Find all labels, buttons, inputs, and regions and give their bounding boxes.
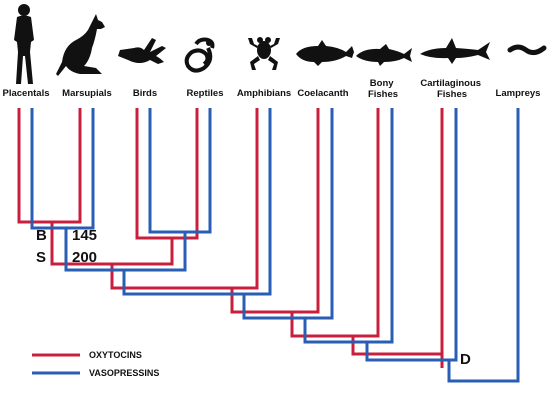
coelacanth-silhouette-icon (296, 40, 354, 66)
taxon-label-bony-fishes: Bony Fishes (368, 78, 398, 100)
oxytocin-branch-bony-fishes (290, 108, 380, 338)
vasopressin-lineage (30, 108, 520, 383)
taxon-label-cartilaginous-fishes: Cartilaginous Fishes (420, 78, 483, 100)
shark-silhouette-icon (420, 38, 490, 64)
node-label-d-background (458, 348, 474, 366)
taxon-label-lampreys: Lampreys (496, 88, 541, 99)
taxon-label-birds: Birds (133, 88, 157, 99)
vasopressin-branch-tetrapods (122, 108, 272, 296)
oxytocin-branch-coelacanth (230, 108, 320, 314)
frog-silhouette-icon (248, 37, 280, 70)
snake-silhouette-icon (184, 37, 215, 73)
fish-silhouette-icon (356, 44, 412, 66)
node-label-d-letter: D (460, 351, 471, 368)
oxytocin-branch-placentals-marsupials (17, 108, 82, 224)
vasopressin-branch-coelacanth (242, 108, 334, 320)
legend-label-vasopressins: VASOPRESSINS (89, 368, 159, 378)
human-silhouette-icon (14, 4, 34, 84)
taxon-label-placentals: Placentals (3, 88, 50, 99)
taxon-label-marsupials: Marsupials (62, 88, 112, 99)
node-label-b-value: 145 (72, 227, 97, 244)
vasopressin-branch-cartilaginous-fishes (365, 108, 458, 362)
oxytocin-lineage (17, 108, 444, 368)
bird-silhouette-icon (118, 38, 166, 64)
vasopressin-branch-bony-fishes (303, 108, 394, 344)
oxytocin-branch-cartilaginous-fishes (351, 108, 444, 356)
taxon-label-amphibians: Amphibians (237, 88, 291, 99)
oxytocin-branch-birds-reptiles (135, 108, 199, 240)
legend-label-oxytocins: OXYTOCINS (89, 350, 142, 360)
lamprey-silhouette-icon (507, 44, 547, 56)
legend: OXYTOCINS VASOPRESSINS (32, 350, 159, 378)
oxytocin-branch-tetrapods (110, 108, 259, 290)
taxon-label-coelacanth: Coelacanth (297, 88, 348, 99)
node-label-s-value: 200 (72, 249, 97, 266)
kangaroo-silhouette-icon (56, 14, 105, 76)
node-label-b-letter: B (36, 227, 47, 244)
vasopressin-branch-lampreys (447, 108, 520, 383)
vasopressin-branch-birds-reptiles (148, 108, 212, 234)
node-label-s-letter: S (36, 249, 46, 266)
vasopressin-branch-placentals-marsupials (30, 108, 95, 230)
taxon-label-reptiles: Reptiles (187, 88, 224, 99)
